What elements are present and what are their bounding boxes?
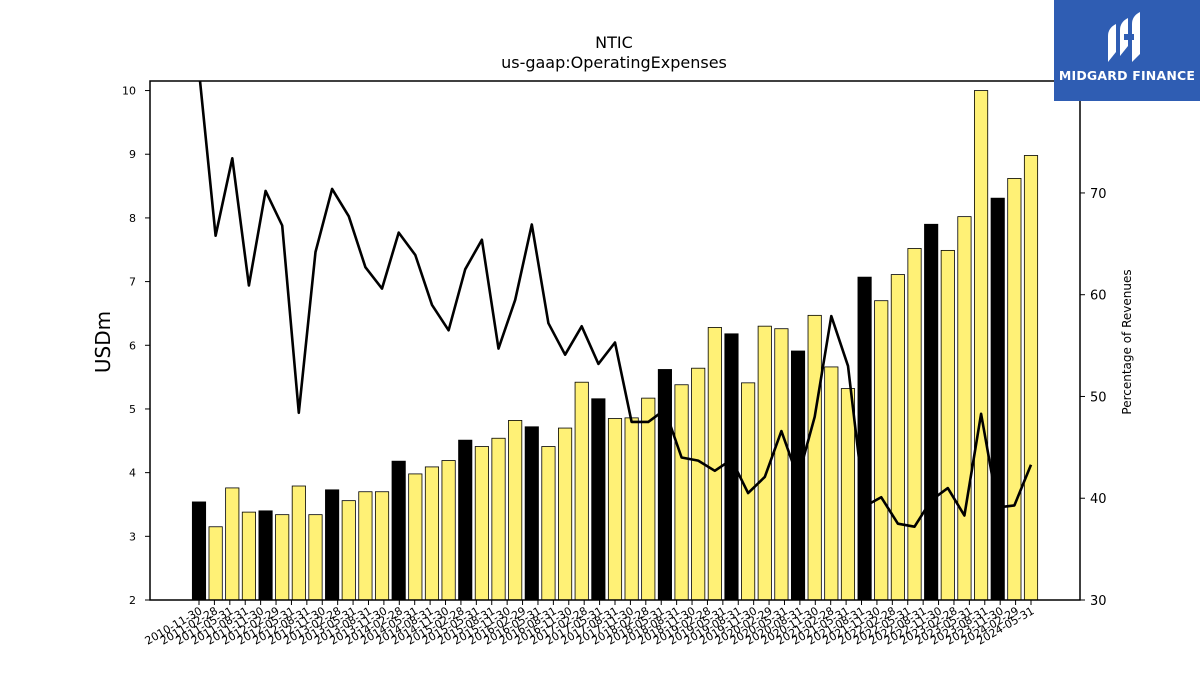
bar bbox=[208, 526, 223, 601]
y2-tick-label: 70 bbox=[1090, 187, 1107, 202]
bar bbox=[624, 417, 639, 601]
bar bbox=[890, 274, 905, 601]
bar bbox=[657, 369, 672, 601]
y-tick-label: 10 bbox=[122, 85, 136, 98]
bar bbox=[1023, 155, 1039, 601]
bar bbox=[707, 327, 722, 601]
bar bbox=[491, 437, 506, 601]
axes: 234567891030405060702010-11-302011-02-28… bbox=[122, 80, 1107, 648]
brand-name: MIDGARD FINANCE bbox=[1058, 68, 1196, 83]
bar bbox=[258, 510, 273, 601]
bar bbox=[907, 248, 922, 601]
y2-tick-label: 60 bbox=[1090, 289, 1107, 304]
y2-tick-label: 50 bbox=[1090, 390, 1107, 405]
bar bbox=[458, 439, 473, 601]
y-tick-label: 3 bbox=[129, 530, 136, 543]
bar bbox=[990, 197, 1005, 601]
bar bbox=[474, 446, 489, 601]
bar bbox=[774, 328, 789, 601]
bar bbox=[558, 427, 573, 601]
midgard-logo-icon bbox=[1108, 12, 1140, 62]
bar bbox=[591, 398, 606, 601]
bar bbox=[424, 466, 440, 601]
bar bbox=[441, 460, 456, 601]
bar bbox=[325, 489, 340, 601]
bar bbox=[374, 491, 390, 601]
bar bbox=[308, 514, 323, 601]
y2-tick-label: 30 bbox=[1090, 594, 1107, 609]
bar bbox=[974, 90, 989, 601]
chart-subtitle: us-gaap:OperatingExpenses bbox=[501, 53, 727, 72]
bar bbox=[857, 276, 872, 601]
bar bbox=[641, 397, 656, 601]
bar bbox=[225, 487, 240, 601]
y-tick-label: 8 bbox=[129, 212, 136, 225]
bar bbox=[275, 514, 290, 601]
bar bbox=[824, 366, 839, 601]
bar bbox=[541, 446, 556, 601]
y-tick-label: 2 bbox=[129, 594, 136, 607]
bar bbox=[508, 420, 523, 601]
bar bbox=[940, 249, 955, 601]
y-tick-label: 7 bbox=[129, 276, 136, 289]
y-tick-label: 4 bbox=[129, 467, 136, 480]
bar bbox=[691, 367, 706, 601]
bar bbox=[607, 418, 623, 601]
bar bbox=[874, 300, 889, 601]
bar bbox=[1007, 178, 1022, 601]
bar bbox=[291, 485, 306, 601]
bar bbox=[408, 473, 423, 601]
y-tick-label: 9 bbox=[129, 148, 136, 161]
bar bbox=[358, 491, 373, 601]
y-tick-label: 5 bbox=[129, 403, 136, 416]
bar bbox=[574, 381, 589, 601]
y-tick-label: 6 bbox=[129, 339, 136, 352]
bar bbox=[191, 501, 207, 601]
chart-title: NTIC bbox=[595, 33, 633, 52]
bar bbox=[840, 388, 856, 601]
line-path bbox=[198, 81, 1033, 529]
bar bbox=[924, 223, 939, 601]
bar bbox=[957, 216, 972, 601]
y2-tick-label: 40 bbox=[1090, 492, 1107, 507]
line-series bbox=[198, 81, 1033, 529]
bar bbox=[807, 314, 822, 601]
brand-logo: MIDGARD FINANCE bbox=[1054, 0, 1200, 101]
bar bbox=[241, 511, 256, 601]
bar bbox=[341, 500, 356, 601]
bar bbox=[391, 460, 406, 601]
bar bbox=[524, 426, 539, 601]
bar bbox=[674, 384, 689, 601]
y2-axis-label: Percentage of Revenues bbox=[1120, 269, 1134, 414]
y-axis-label: USDm bbox=[91, 311, 115, 373]
